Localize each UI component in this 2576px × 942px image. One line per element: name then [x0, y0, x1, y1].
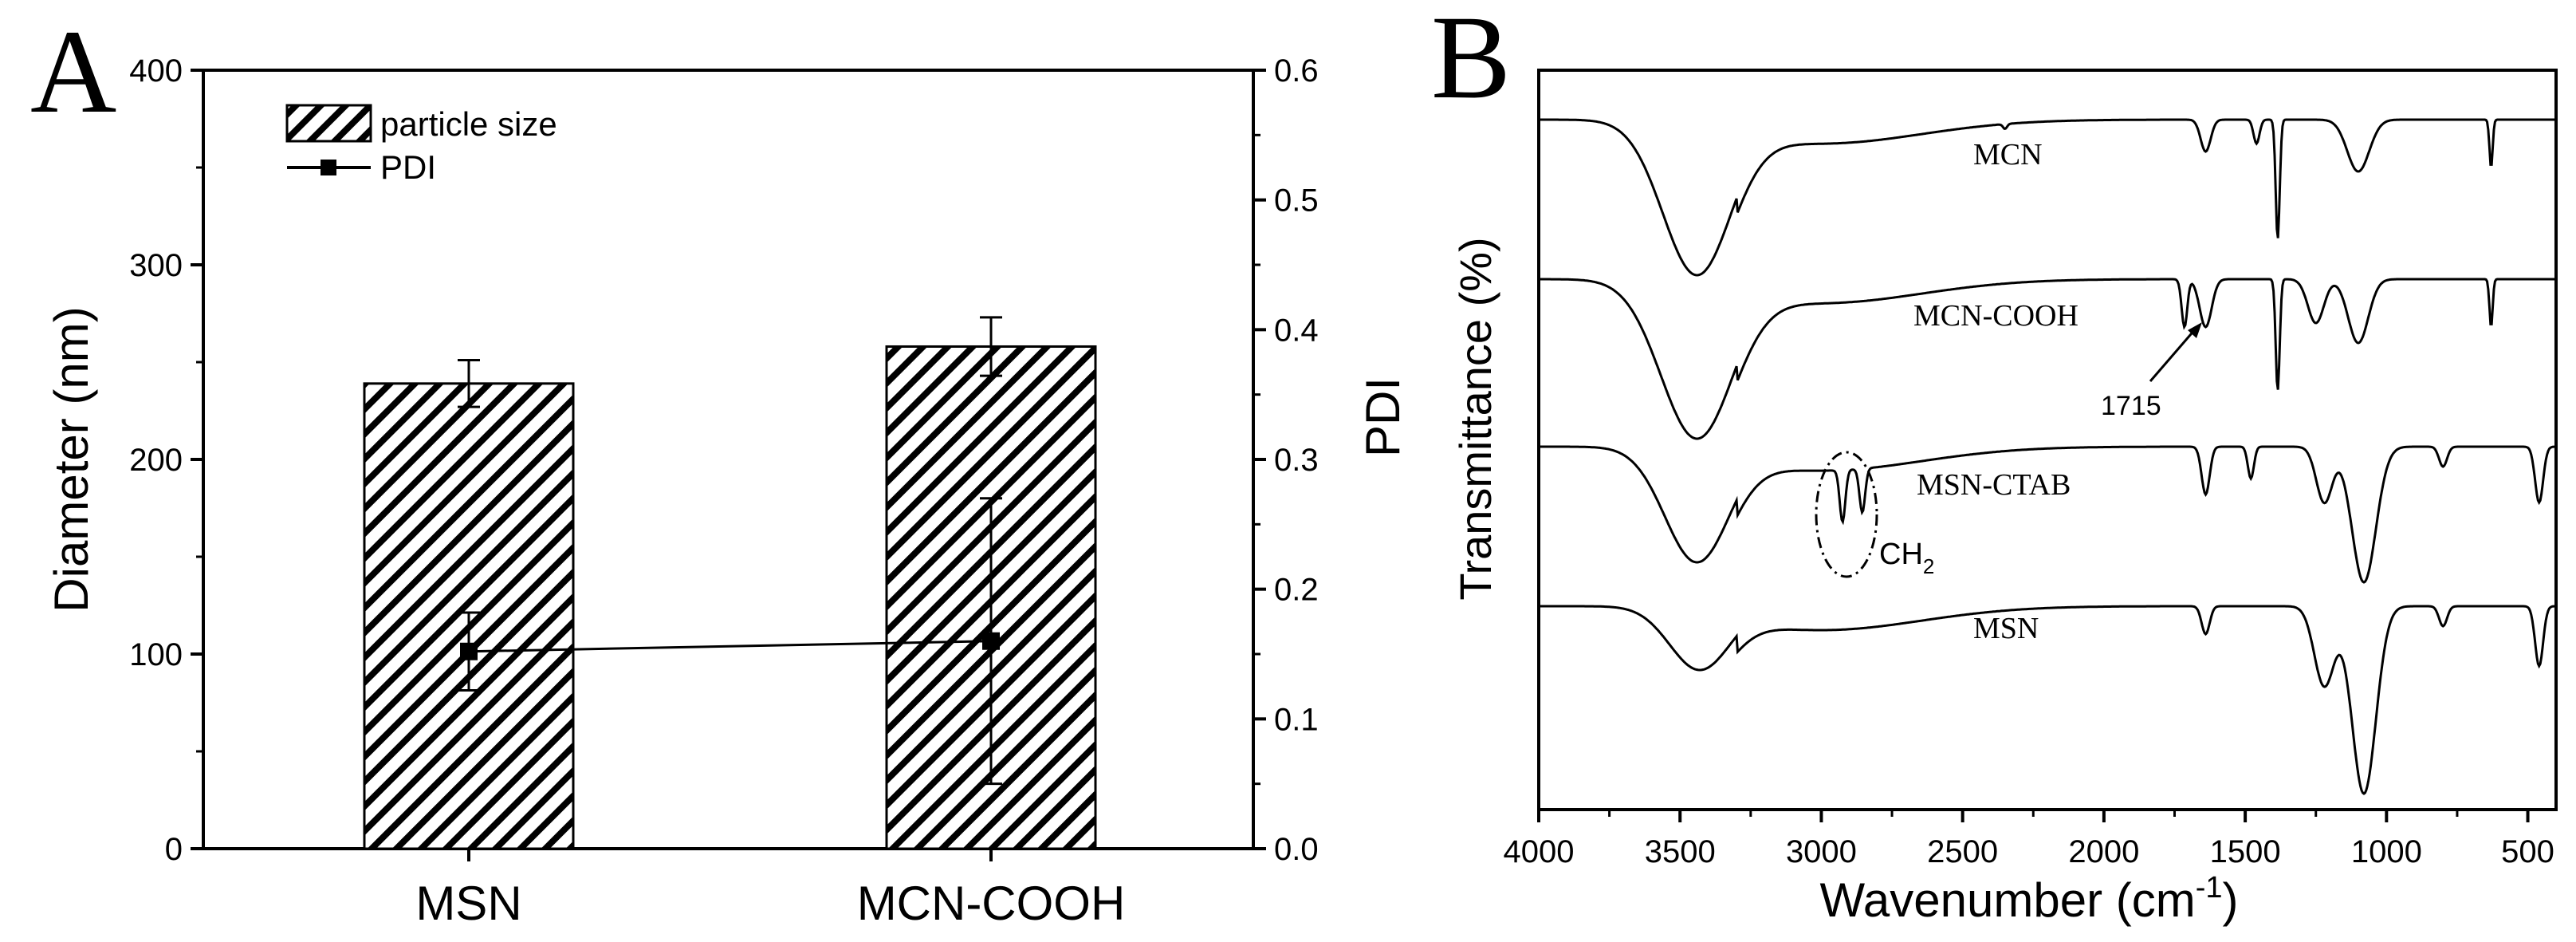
- wavenumber-axis-ticks: 4000 3500 3000 2500 2000 1500 1000 500: [1504, 810, 2554, 869]
- x-tick-label: 2500: [1927, 834, 1998, 869]
- y2-axis-label: PDI: [1356, 377, 1410, 457]
- right-tick-label: 0.6: [1274, 53, 1319, 89]
- pdi-line: [468, 640, 992, 653]
- x-tick-label: 1500: [2210, 834, 2281, 869]
- spectrum-mcn: [1539, 118, 2556, 277]
- legend-label-particle-size: particle size: [380, 105, 557, 143]
- legend-label-pdi: PDI: [380, 148, 436, 186]
- annotation-arrowhead-1715: [2188, 322, 2202, 338]
- x-axis-label-main: Wavenumber (cm: [1820, 873, 2196, 927]
- series-labels: MCN MCN-COOH MSN-CTAB MSN: [1913, 138, 2078, 645]
- left-tick-label: 0: [165, 832, 183, 867]
- x-tick-label: 2000: [2068, 834, 2139, 869]
- ch2-highlight-ellipse: [1815, 451, 1878, 578]
- left-axis-ticks: 0 100 200 300 400: [129, 53, 203, 867]
- panel-a: A 0 100 200 300 400 0.0 0.1 0.2 0.3 0.4 0.5 0.6 MS…: [30, 6, 1410, 930]
- series-label-msn-ctab: MSN-CTAB: [1917, 468, 2071, 502]
- plot-b-frame: [1537, 69, 2558, 811]
- x-axis-label: Wavenumber (cm-1): [1820, 871, 2239, 927]
- category-axis: MSN MCN-COOH: [415, 849, 1125, 930]
- series-label-mcn: MCN: [1973, 138, 2043, 171]
- left-tick-label: 300: [129, 248, 183, 283]
- x-tick-label: 4000: [1504, 834, 1575, 869]
- right-tick-label: 0.5: [1274, 183, 1319, 219]
- right-tick-label: 0.0: [1274, 832, 1319, 867]
- right-axis-ticks: 0.0 0.1 0.2 0.3 0.4 0.5 0.6: [1253, 53, 1319, 867]
- pdi-point: [460, 642, 478, 660]
- series-label-msn: MSN: [1973, 612, 2039, 645]
- y-axis-label: Diameter (nm): [45, 306, 98, 612]
- category-label: MSN: [415, 877, 521, 930]
- left-tick-label: 100: [129, 637, 183, 672]
- spectra: [1539, 118, 2556, 795]
- x-axis-label-close: ): [2223, 873, 2239, 927]
- right-tick-label: 0.2: [1274, 573, 1319, 608]
- right-tick-label: 0.4: [1274, 313, 1319, 348]
- x-tick-label: 3000: [1786, 834, 1857, 869]
- bar-series: [363, 316, 1097, 850]
- spectrum-msn-ctab: [1539, 445, 2556, 584]
- annotation-1715: 1715: [2101, 391, 2161, 421]
- panel-b: B 4000 3500 3000 2500 2000 1500 1000 500 Wavenu…: [1431, 0, 2558, 927]
- panel-a-label: A: [30, 6, 116, 138]
- right-tick-label: 0.1: [1274, 702, 1319, 737]
- annotation-ch2-sub: 2: [1923, 554, 1934, 578]
- x-axis-label-sup: -1: [2196, 871, 2223, 905]
- spectrum-msn: [1539, 605, 2556, 795]
- left-tick-label: 400: [129, 53, 183, 89]
- annotation-ch2-main: CH: [1879, 538, 1923, 571]
- series-label-mcn-cooh: MCN-COOH: [1913, 299, 2078, 333]
- legend-swatch-marker: [321, 160, 336, 175]
- legend: particle size PDI: [285, 104, 557, 186]
- left-tick-label: 200: [129, 443, 183, 478]
- annotation-ch2: CH2: [1879, 538, 1934, 578]
- pdi-series: [458, 497, 1002, 786]
- annotation-arrow-1715: [2149, 328, 2197, 382]
- spectrum-mcn-cooh: [1539, 278, 2556, 440]
- right-tick-label: 0.3: [1274, 443, 1319, 478]
- category-label: MCN-COOH: [857, 877, 1126, 930]
- legend-swatch-bar: [285, 104, 372, 143]
- annotations: 1715 CH2: [1815, 322, 2202, 578]
- pdi-point: [982, 632, 1000, 650]
- x-tick-label: 500: [2501, 834, 2554, 869]
- y-axis-label-b: Transmittance (%): [1450, 237, 1500, 600]
- x-tick-label: 3500: [1645, 834, 1716, 869]
- x-tick-label: 1000: [2351, 834, 2422, 869]
- panel-b-label: B: [1431, 0, 1511, 124]
